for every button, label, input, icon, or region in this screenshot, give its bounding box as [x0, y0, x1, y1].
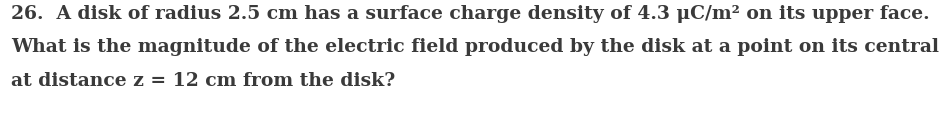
Text: at distance z = 12 cm from the disk?: at distance z = 12 cm from the disk? — [11, 71, 395, 89]
Text: What is the magnitude of the electric field produced by the disk at a point on i: What is the magnitude of the electric fi… — [11, 38, 946, 55]
Text: 26.  A disk of radius 2.5 cm has a surface charge density of 4.3 μC/m² on its up: 26. A disk of radius 2.5 cm has a surfac… — [11, 5, 930, 23]
